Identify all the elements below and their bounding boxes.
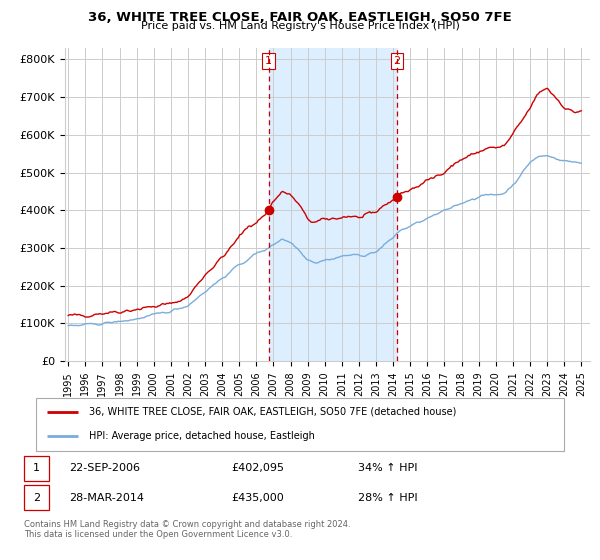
Text: £435,000: £435,000 bbox=[231, 493, 284, 503]
Text: 28% ↑ HPI: 28% ↑ HPI bbox=[358, 493, 417, 503]
FancyBboxPatch shape bbox=[23, 486, 49, 510]
Text: 22-SEP-2006: 22-SEP-2006 bbox=[70, 463, 140, 473]
Bar bbox=[269, 48, 397, 361]
FancyBboxPatch shape bbox=[23, 456, 49, 480]
Text: Contains HM Land Registry data © Crown copyright and database right 2024.
This d: Contains HM Land Registry data © Crown c… bbox=[24, 520, 350, 539]
Text: 1: 1 bbox=[33, 463, 40, 473]
Text: 36, WHITE TREE CLOSE, FAIR OAK, EASTLEIGH, SO50 7FE (detached house): 36, WHITE TREE CLOSE, FAIR OAK, EASTLEIG… bbox=[89, 407, 456, 417]
Text: 36, WHITE TREE CLOSE, FAIR OAK, EASTLEIGH, SO50 7FE: 36, WHITE TREE CLOSE, FAIR OAK, EASTLEIG… bbox=[88, 11, 512, 24]
Text: Price paid vs. HM Land Registry's House Price Index (HPI): Price paid vs. HM Land Registry's House … bbox=[140, 21, 460, 31]
Text: 34% ↑ HPI: 34% ↑ HPI bbox=[358, 463, 417, 473]
Text: 28-MAR-2014: 28-MAR-2014 bbox=[70, 493, 145, 503]
Text: 1: 1 bbox=[265, 56, 272, 66]
Text: HPI: Average price, detached house, Eastleigh: HPI: Average price, detached house, East… bbox=[89, 431, 314, 441]
Text: £402,095: £402,095 bbox=[231, 463, 284, 473]
FancyBboxPatch shape bbox=[36, 398, 564, 451]
Text: 2: 2 bbox=[394, 56, 401, 66]
Text: 2: 2 bbox=[33, 493, 40, 503]
